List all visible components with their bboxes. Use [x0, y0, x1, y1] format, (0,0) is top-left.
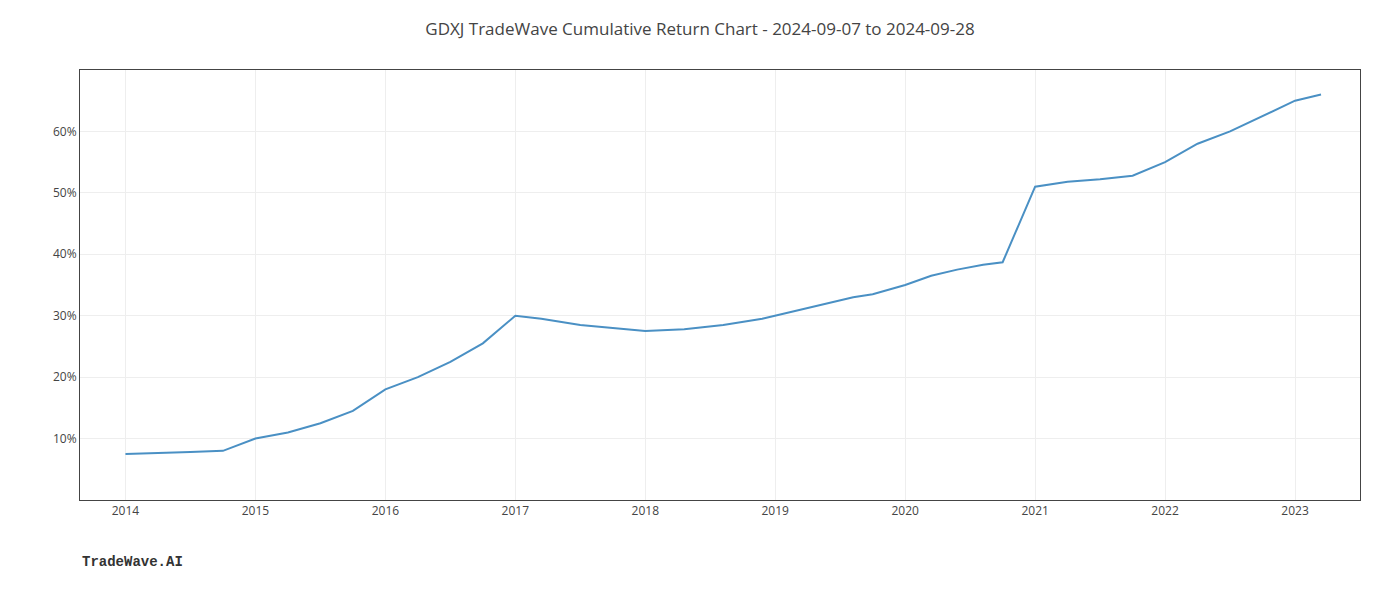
svg-text:2017: 2017: [502, 502, 530, 519]
svg-text:TradeWave.AI: TradeWave.AI: [82, 554, 183, 570]
svg-text:2016: 2016: [372, 502, 400, 519]
svg-text:10%: 10%: [53, 430, 77, 447]
svg-text:2018: 2018: [632, 502, 660, 519]
svg-text:50%: 50%: [53, 184, 77, 201]
svg-text:40%: 40%: [53, 245, 77, 262]
svg-text:2021: 2021: [1021, 502, 1048, 519]
svg-text:2020: 2020: [891, 502, 919, 519]
svg-text:2023: 2023: [1281, 502, 1309, 519]
svg-text:20%: 20%: [53, 368, 77, 385]
svg-text:2019: 2019: [762, 502, 790, 519]
svg-text:30%: 30%: [53, 307, 77, 324]
svg-text:2014: 2014: [112, 502, 140, 519]
svg-text:GDXJ TradeWave Cumulative Retu: GDXJ TradeWave Cumulative Return Chart -…: [425, 17, 974, 40]
svg-text:2022: 2022: [1151, 502, 1179, 519]
svg-text:2015: 2015: [242, 502, 270, 519]
svg-text:60%: 60%: [53, 123, 77, 140]
